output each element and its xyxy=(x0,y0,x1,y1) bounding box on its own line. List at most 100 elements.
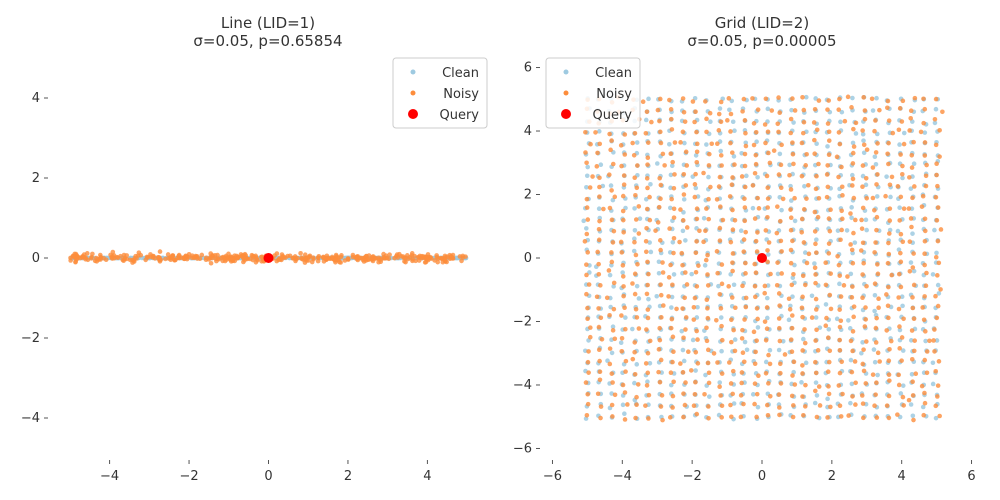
grid-panel-noisy-point xyxy=(909,356,915,362)
grid-panel-noisy-point xyxy=(877,107,882,113)
line-panel-noisy-point xyxy=(215,256,220,262)
grid-panel-noisy-point xyxy=(790,238,795,244)
grid-panel-noisy-point xyxy=(678,361,683,366)
grid-panel-noisy-point xyxy=(777,405,782,410)
grid-panel-noisy-point xyxy=(898,152,903,157)
grid-panel-noisy-point xyxy=(859,217,864,223)
grid-panel-clean-point xyxy=(656,270,662,276)
grid-panel-noisy-point xyxy=(800,363,805,368)
grid-panel-noisy-point xyxy=(623,326,628,332)
grid-panel-clean-point xyxy=(812,400,818,406)
grid-panel-noisy-point xyxy=(645,162,650,167)
grid-panel-noisy-point xyxy=(885,260,891,266)
grid-panel-noisy-point xyxy=(825,121,831,126)
grid-panel-noisy-point xyxy=(907,128,912,133)
grid-panel-clean-point xyxy=(802,250,808,255)
grid-panel-noisy-point xyxy=(934,315,940,321)
grid-panel-noisy-point xyxy=(585,316,590,322)
line-panel-noisy-point xyxy=(226,251,231,257)
grid-panel-noisy-point xyxy=(752,283,758,289)
grid-panel-noisy-point xyxy=(875,271,881,277)
grid-panel-noisy-point xyxy=(755,107,761,112)
grid-panel-clean-point xyxy=(755,175,760,180)
grid-panel-clean-point xyxy=(788,303,793,309)
grid-panel-noisy-point xyxy=(730,150,735,155)
grid-panel-clean-point xyxy=(632,228,638,233)
grid-panel-noisy-point xyxy=(800,94,805,100)
grid-panel-noisy-point xyxy=(776,129,781,135)
line-panel-noisy-point xyxy=(450,252,456,258)
line-panel-noisy-point xyxy=(172,257,177,262)
line-panel-noisy-point xyxy=(280,254,285,260)
grid-panel-noisy-point xyxy=(584,205,590,210)
grid-panel-clean-point xyxy=(648,181,653,187)
grid-panel-noisy-point xyxy=(703,228,708,234)
grid-panel-noisy-point xyxy=(910,195,915,201)
grid-panel-clean-point xyxy=(932,120,938,126)
grid-panel-clean-point xyxy=(896,247,902,252)
grid-panel-noisy-point xyxy=(845,94,851,100)
grid-panel-noisy-point xyxy=(887,182,893,188)
grid-panel-noisy-point xyxy=(762,319,768,324)
grid-panel-noisy-point xyxy=(839,164,844,170)
grid-panel-ytick-label: −6 xyxy=(513,441,532,456)
grid-panel-noisy-point xyxy=(923,329,928,334)
grid-panel-noisy-point xyxy=(853,120,859,126)
grid-panel-noisy-point xyxy=(657,96,663,102)
line-panel-axes: −4 −2 0 2 4 −4 −2 0 2 4 xyxy=(21,91,432,484)
line-panel-noisy-point xyxy=(394,252,400,257)
grid-panel-noisy-point xyxy=(872,207,877,213)
grid-panel-noisy-point xyxy=(828,306,834,312)
grid-panel-noisy-point xyxy=(645,140,651,145)
grid-panel-noisy-point xyxy=(668,262,673,268)
grid-panel-noisy-point xyxy=(694,328,699,334)
grid-panel-noisy-point xyxy=(765,259,770,265)
grid-panel-legend-label-query: Query xyxy=(592,108,632,123)
grid-panel-noisy-point xyxy=(751,142,757,148)
line-panel-noisy-point xyxy=(410,257,415,262)
grid-panel-noisy-point xyxy=(776,291,782,296)
grid-panel-noisy-point xyxy=(633,217,639,222)
grid-panel-noisy-point xyxy=(706,380,712,386)
grid-panel-clean-point xyxy=(693,185,699,191)
grid-panel-noisy-point xyxy=(657,118,662,124)
grid-panel-noisy-point xyxy=(694,206,700,211)
grid-panel-noisy-point xyxy=(632,175,638,180)
grid-panel-clean-point xyxy=(754,139,759,145)
grid-panel-noisy-point xyxy=(922,153,928,158)
grid-panel-noisy-point xyxy=(595,249,600,255)
line-panel-noisy-point xyxy=(108,252,113,258)
grid-panel-noisy-point xyxy=(763,228,769,233)
grid-panel-noisy-point xyxy=(609,259,615,265)
line-panel-title-line1: Line (LID=1) xyxy=(221,14,315,32)
grid-panel-noisy-point xyxy=(837,273,843,278)
grid-panel-clean-point xyxy=(911,268,917,274)
grid-panel-noisy-point xyxy=(850,394,855,399)
grid-panel-noisy-point xyxy=(853,217,858,223)
line-panel-noisy-point xyxy=(156,256,162,262)
grid-panel-clean-point xyxy=(848,271,854,277)
grid-panel-noisy-point xyxy=(693,269,699,275)
grid-panel-clean-point xyxy=(598,162,604,168)
grid-panel-noisy-point xyxy=(813,186,819,192)
grid-panel-clean-point xyxy=(779,207,784,213)
line-panel-noisy-point xyxy=(68,255,73,261)
grid-panel-noisy-point xyxy=(789,349,795,354)
grid-panel-noisy-point xyxy=(825,369,831,375)
grid-panel-noisy-point xyxy=(705,272,710,277)
line-panel-noisy-point xyxy=(176,255,182,261)
grid-panel-noisy-point xyxy=(707,110,713,116)
line-panel-xtick-label: −2 xyxy=(179,469,198,484)
grid-panel-noisy-point xyxy=(671,185,677,191)
line-panel-noisy-point xyxy=(315,258,321,264)
grid-panel-noisy-point xyxy=(693,109,698,114)
grid-panel-noisy-point xyxy=(825,184,831,190)
grid-panel-noisy-point xyxy=(877,359,882,364)
grid-panel-noisy-point xyxy=(933,254,939,260)
grid-panel-clean-point xyxy=(605,358,610,364)
grid-panel-noisy-point xyxy=(607,346,613,351)
grid-panel-clean-point xyxy=(777,151,783,157)
grid-panel-noisy-point xyxy=(671,215,677,220)
grid-panel-clean-point xyxy=(730,119,736,125)
grid-panel-noisy-point xyxy=(837,307,842,312)
